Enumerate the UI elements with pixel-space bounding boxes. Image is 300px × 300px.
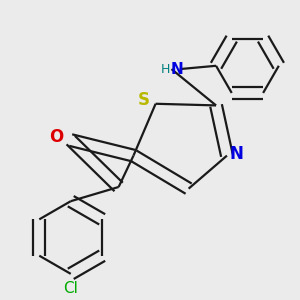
Text: H: H <box>161 63 170 76</box>
Text: S: S <box>138 92 150 110</box>
Text: Cl: Cl <box>63 281 78 296</box>
Text: O: O <box>49 128 63 146</box>
Text: N: N <box>230 145 244 163</box>
Text: N: N <box>171 61 184 76</box>
